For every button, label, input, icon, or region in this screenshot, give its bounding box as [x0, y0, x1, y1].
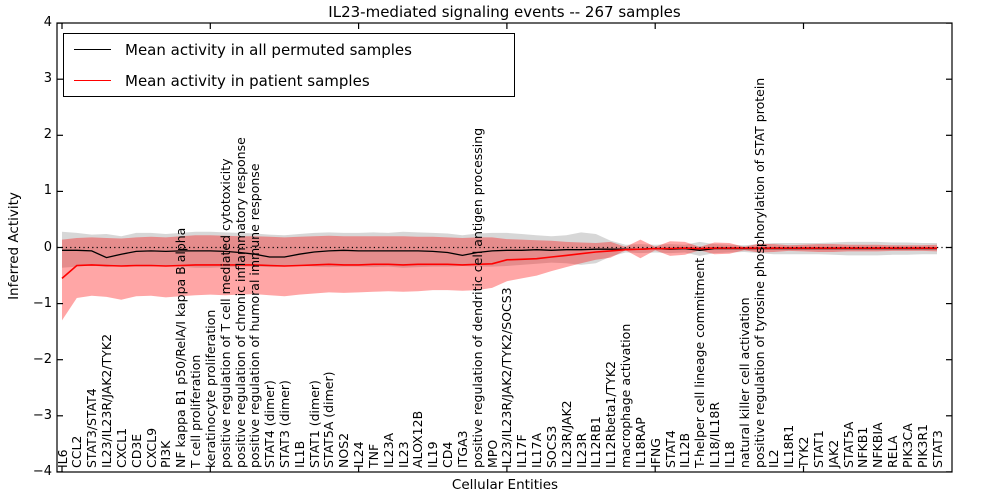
x-category-label: SOCS3 — [543, 425, 559, 468]
x-category-label: IL6 — [54, 449, 70, 468]
x-category-label: STAT5A — [840, 421, 856, 468]
x-category-label: IL18/IL18R — [707, 401, 722, 468]
x-category-label: ALOX12B — [410, 410, 426, 468]
x-category-label: STAT3 — [929, 430, 945, 468]
x-category-label: IL23/IL23R/JAK2/TYK2 — [99, 333, 114, 468]
x-category-label: IL23 — [395, 441, 411, 468]
x-category-label: PIK3CA — [899, 423, 915, 468]
x-category-label: NFKB1 — [855, 426, 871, 468]
y-tick-label: 3 — [43, 71, 52, 87]
x-category-label: IL19 — [425, 441, 441, 468]
y-tick-label: 4 — [43, 15, 52, 31]
band-permuted — [62, 231, 937, 268]
x-category-label: T-helper cell lineage commitment — [692, 257, 708, 468]
x-category-label: IL23/IL23R/JAK2/TYK2/SOCS3 — [499, 287, 515, 468]
line-patient-mean — [61, 247, 937, 280]
x-category-label: natural killer cell activation — [736, 297, 752, 468]
x-category-label: TYK2 — [796, 436, 811, 468]
y-tick-label: −4 — [32, 463, 52, 479]
y-tick-label: −2 — [32, 351, 52, 367]
x-category-label: macrophage activation — [618, 323, 634, 468]
x-category-label: STAT4 — [662, 430, 678, 468]
x-category-label: IL18R1 — [781, 424, 797, 468]
x-axis-label: Cellular Entities — [451, 477, 559, 493]
x-category-label: CXCL9 — [143, 427, 159, 468]
x-category-label: positive regulation of tyrosine phosphor… — [751, 77, 767, 468]
x-category-label: CD3E — [128, 433, 144, 468]
y-tick-label: 2 — [43, 127, 52, 143]
x-category-label: PIK3R1 — [914, 423, 930, 468]
x-category-label: positive regulation of humoral immune re… — [247, 163, 263, 468]
y-tick-label: 1 — [43, 183, 52, 199]
x-category-label: STAT1 (dimer) — [306, 380, 322, 468]
x-category-label: STAT1 — [810, 430, 826, 468]
x-category-label: IL23R/JAK2 — [558, 400, 574, 468]
legend-entry-permuted: Mean activity in all permuted samples — [64, 38, 514, 62]
x-category-label: NF kappa B1 p50/RelA/I kappa B alpha — [173, 227, 189, 468]
x-category-label: CXCL1 — [113, 427, 129, 468]
x-category-label: IL12Rbeta1/TYK2 — [603, 360, 619, 468]
y-tick-label: −1 — [32, 295, 52, 311]
legend-label-patient: Mean activity in patient samples — [125, 71, 370, 90]
x-category-label: IL24 — [351, 441, 367, 468]
x-category-label: IFNG — [647, 438, 663, 468]
x-category-label: MPO — [484, 439, 500, 468]
x-category-label: IL17A — [529, 432, 545, 468]
x-category-label: IL12B — [677, 432, 693, 468]
legend-line-permuted-icon — [74, 49, 111, 50]
x-category-label: keratinocyte proliferation — [202, 309, 218, 468]
legend-entry-patient: Mean activity in patient samples — [64, 69, 514, 93]
y-tick-label: −3 — [32, 407, 52, 423]
x-category-label: IL12RB1 — [588, 416, 604, 468]
x-category-label: PI3K — [158, 440, 174, 468]
x-category-label: NFKBIA — [870, 422, 886, 468]
x-category-label: T cell proliferation — [188, 354, 203, 468]
page-title: IL23-mediated signaling events -- 267 sa… — [328, 3, 681, 21]
x-category-label: CD4 — [440, 441, 456, 468]
x-category-label: positive regulation of T cell mediated c… — [217, 158, 233, 468]
x-category-label: NOS2 — [336, 432, 352, 468]
x-category-label: IL23R — [573, 432, 589, 468]
x-category-label: positive regulation of dendritic cell an… — [469, 127, 485, 468]
y-axis-label: Inferred Activity — [6, 192, 22, 300]
x-category-label: IL18RAP — [632, 417, 648, 468]
x-category-label: STAT3 (dimer) — [277, 380, 292, 468]
legend-label-permuted: Mean activity in all permuted samples — [125, 40, 412, 59]
x-category-label: STAT4 (dimer) — [262, 380, 278, 468]
x-category-label: IL1B — [291, 440, 307, 468]
x-category-label: STAT5A (dimer) — [321, 371, 337, 468]
x-category-label: RELA — [885, 435, 900, 468]
legend: Mean activity in all permuted samples Me… — [63, 33, 515, 97]
legend-line-patient-icon — [74, 80, 111, 81]
x-category-label: IL2 — [766, 449, 782, 468]
x-category-label: STAT3/STAT4 — [84, 388, 100, 468]
x-category-label: IL18 — [721, 441, 737, 468]
x-category-label: CCL2 — [69, 435, 85, 468]
x-category-label: TNF — [365, 443, 381, 468]
x-category-label: JAK2 — [825, 439, 841, 468]
x-category-label: positive regulation of chronic inflammat… — [232, 137, 248, 468]
x-category-label: IL23A — [380, 432, 396, 468]
y-tick-label: 0 — [43, 239, 52, 255]
x-category-label: IL17F — [514, 434, 530, 468]
x-category-label: ITGA3 — [454, 430, 470, 468]
